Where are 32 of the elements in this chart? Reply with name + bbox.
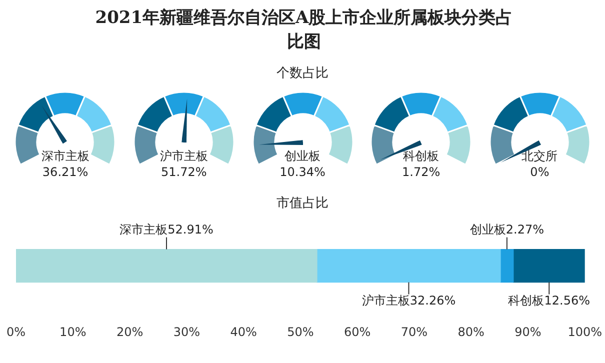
bar: [316, 248, 501, 283]
text: 科创板12.56%: [508, 293, 590, 308]
data-label: 10.34%: [280, 165, 326, 180]
x-tick-label: 40%: [230, 324, 257, 339]
data-label: 0%: [530, 165, 550, 180]
text: 沪市主板32.26%: [362, 293, 456, 308]
data-label: 36.21%: [42, 165, 88, 180]
category-label: 沪市主板: [160, 149, 208, 164]
x-tick-label: 10%: [60, 324, 86, 339]
chart-title: 市值占比: [276, 195, 330, 212]
category-label: 深市主板: [41, 149, 90, 164]
x-tick-label: 80%: [458, 324, 484, 339]
x-tick-label: 50%: [287, 324, 314, 339]
bar: [500, 248, 514, 283]
data-label: 1.72%: [402, 165, 440, 180]
text: 2021年新疆维吾尔自治区A股上市企业所属板块分类占比图: [94, 7, 514, 54]
text: 深市主板52.91%: [120, 222, 214, 236]
bar: [513, 248, 585, 283]
category-label: 北交所: [522, 149, 558, 164]
bar: [16, 248, 318, 283]
x-tick-label: 0%: [6, 324, 26, 339]
category-label: 创业板: [284, 149, 320, 164]
data-label: 51.72%: [161, 165, 207, 180]
x-tick-label: 20%: [116, 324, 144, 339]
text: 个数占比: [276, 65, 330, 82]
x-tick-label: 70%: [400, 324, 428, 339]
x-tick-label: 90%: [514, 324, 542, 339]
text: 创业板2.27%: [470, 222, 544, 236]
x-tick-label: 100%: [568, 324, 602, 339]
x-tick-label: 60%: [344, 324, 371, 339]
category-label: 科创板: [403, 149, 440, 164]
x-tick-label: 30%: [173, 324, 200, 339]
